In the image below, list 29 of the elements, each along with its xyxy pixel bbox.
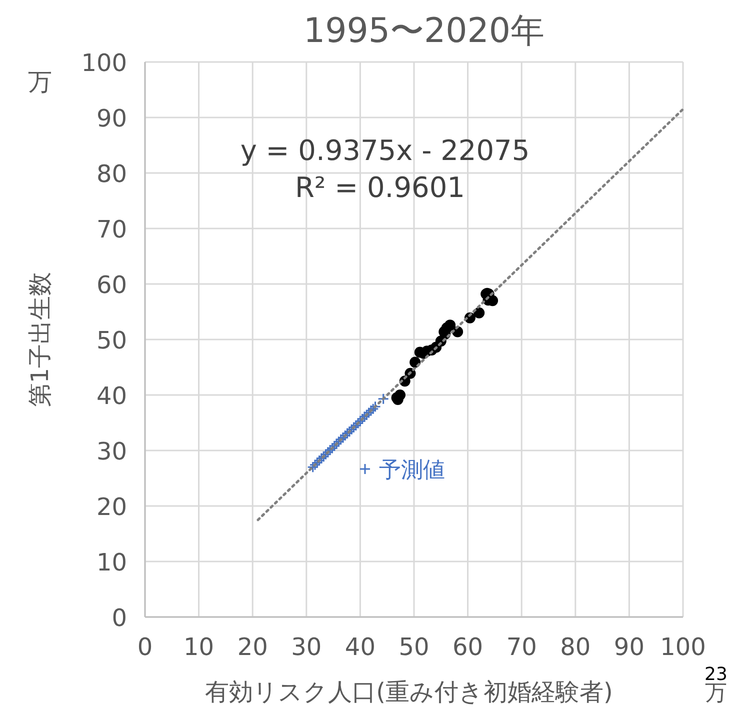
y-tick-label: 50: [96, 326, 127, 354]
y-axis-title: 第1子出生数: [26, 272, 54, 408]
annotation: R² = 0.9601: [295, 171, 465, 204]
y-tick-label: 70: [96, 216, 127, 244]
y-tick-label: 20: [96, 493, 127, 521]
x-tick-label: 30: [291, 633, 322, 661]
x-tick-label: 60: [452, 633, 484, 661]
y-tick-label: 10: [96, 548, 127, 576]
x-tick-label: 80: [560, 633, 591, 661]
text: 万: [28, 68, 52, 96]
x-tick-label: 20: [237, 633, 268, 661]
chart-title: 1995〜2020年: [303, 11, 545, 51]
x-tick-label: 90: [614, 633, 644, 661]
y-tick-label: 60: [96, 271, 127, 299]
x-tick-label: 40: [344, 633, 376, 661]
annotation: y = 0.9375x - 22075: [240, 134, 530, 167]
y-tick-label: 90: [96, 104, 127, 132]
x-tick-label: 70: [506, 633, 537, 661]
y-tick-label: 30: [96, 438, 127, 466]
y-tick-label: 40: [96, 382, 127, 410]
y-tick-label: 0: [112, 604, 127, 632]
legend-label: 予測値: [379, 458, 445, 483]
y-tick-label: 100: [81, 49, 127, 77]
x-tick-label: 10: [184, 633, 214, 661]
x-tick-label: 100: [660, 633, 706, 661]
x-axis-title: 有効リスク人口(重み付き初婚経験者): [205, 678, 613, 706]
x-tick-label: 0: [137, 633, 153, 661]
y-tick-label: 80: [96, 160, 127, 188]
x-tick-label: 50: [398, 633, 430, 661]
